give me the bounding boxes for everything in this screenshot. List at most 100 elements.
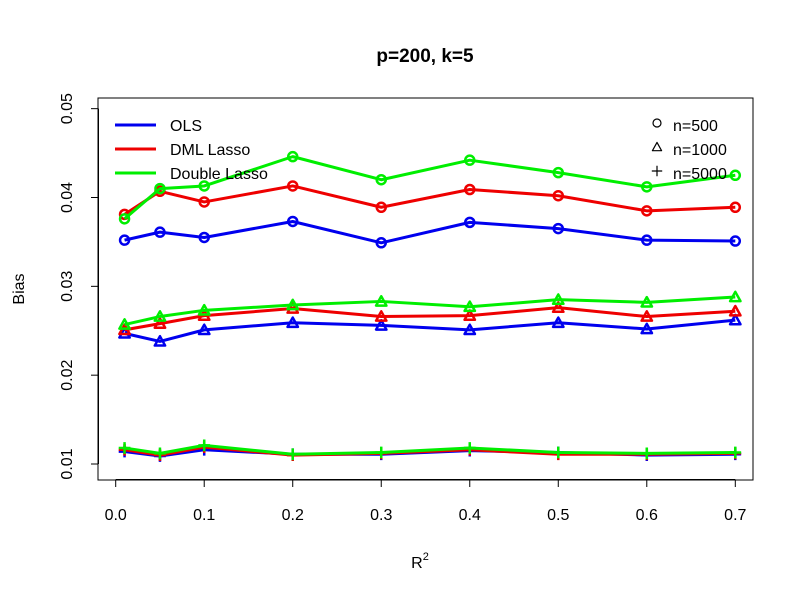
data-point: [197, 323, 211, 336]
x-tick-label: 0.1: [193, 507, 215, 524]
data-point: [286, 298, 300, 311]
x-tick-label: 0.2: [282, 507, 304, 524]
data-point: [463, 323, 477, 336]
data-point: [198, 439, 211, 452]
series-double-lasso-n5000: [118, 439, 742, 461]
data-point: [374, 318, 388, 331]
data-point: [641, 205, 653, 217]
x-axis: 0.0 0.1 0.2 0.3 0.4 0.5 0.6 0.7: [105, 479, 747, 524]
data-point: [729, 169, 742, 182]
data-point: [729, 446, 742, 459]
data-point: [198, 180, 210, 192]
data-point: [286, 215, 299, 228]
data-point: [118, 213, 131, 225]
series-line: [124, 306, 736, 332]
y-tick-label: 0.01: [59, 448, 76, 479]
data-point: [551, 316, 565, 329]
series-line: [123, 184, 736, 216]
legend-label: Double Lasso: [170, 166, 268, 183]
legend-methods: OLS DML Lasso Double Lasso: [115, 118, 268, 183]
data-point: [552, 166, 565, 179]
data-point: [154, 447, 166, 460]
data-point: [197, 303, 211, 316]
data-point: [640, 447, 653, 460]
data-point: [375, 173, 387, 186]
data-point: [464, 216, 476, 229]
y-tick-label: 0.04: [59, 182, 76, 213]
data-point: [464, 154, 476, 166]
data-point: [640, 310, 654, 322]
legend-item-n500: n=500: [652, 118, 718, 135]
y-tick-label: 0.02: [59, 360, 76, 391]
chart-title: p=200, k=5: [376, 46, 474, 67]
data-point: [641, 234, 653, 246]
data-point: [728, 313, 742, 326]
data-point: [153, 310, 167, 322]
legend-sizes: n=500 n=1000 n=5000: [651, 118, 727, 183]
legend-item-n5000: n=5000: [651, 165, 727, 183]
x-tick-label: 0.3: [370, 507, 392, 524]
legend-label: n=500: [673, 118, 718, 135]
data-point: [286, 150, 299, 163]
data-point: [286, 180, 299, 192]
data-point: [375, 446, 388, 459]
data-point: [463, 300, 477, 313]
series-ols-n500: [118, 215, 742, 249]
series-double-lasso-n500: [118, 150, 742, 225]
legend-item-n1000: n=1000: [651, 141, 727, 159]
legend-label: n=5000: [673, 166, 727, 183]
x-tick-label: 0.4: [459, 507, 481, 524]
data-point: [286, 316, 300, 329]
data-point: [374, 310, 388, 322]
legend-item-double-lasso: Double Lasso: [115, 166, 268, 183]
data-point: [640, 295, 654, 308]
x-axis-label: R2: [411, 551, 429, 572]
data-point: [728, 290, 742, 303]
data-point: [198, 196, 210, 208]
data-point: [375, 201, 387, 214]
data-point: [118, 234, 131, 246]
data-point: [198, 231, 210, 244]
data-point: [464, 183, 476, 196]
y-axis-label: Bias: [11, 273, 28, 304]
x-tick-label: 0.7: [724, 507, 746, 524]
x-tick-label: 0.5: [547, 507, 569, 524]
data-point: [728, 304, 742, 317]
data-point: [375, 237, 387, 249]
series-line: [124, 318, 736, 343]
legend-label: n=1000: [673, 142, 727, 159]
data-point: [286, 448, 299, 461]
data-point: [463, 442, 476, 454]
data-point: [153, 317, 167, 330]
data-point: [552, 222, 565, 235]
data-point: [154, 226, 166, 238]
legend-item-dml-lasso: DML Lasso: [115, 142, 250, 159]
y-tick-label: 0.05: [59, 93, 76, 124]
series-line: [124, 219, 736, 245]
legend-marker-plus-icon: [651, 165, 663, 177]
legend-item-ols: OLS: [115, 118, 202, 135]
legend-marker-triangle-icon: [651, 141, 663, 152]
series-line: [124, 295, 736, 326]
legend-label: DML Lasso: [170, 142, 250, 159]
data-point: [729, 235, 742, 247]
data-point: [551, 293, 565, 306]
data-point: [552, 446, 565, 459]
data-point: [463, 309, 477, 322]
x-tick-label: 0.6: [636, 507, 658, 524]
x-tick-label: 0.0: [105, 507, 127, 524]
data-point: [118, 442, 131, 454]
data-point: [154, 182, 166, 195]
series-line: [123, 155, 736, 220]
series-double-lasso-n1000: [118, 290, 742, 330]
y-axis: 0.01 0.02 0.03 0.04 0.05: [59, 93, 99, 480]
data-point: [118, 318, 131, 330]
y-tick-label: 0.03: [59, 271, 76, 302]
data-point: [729, 201, 742, 214]
data-point: [153, 334, 167, 347]
data-point: [641, 181, 653, 193]
legend-label: OLS: [170, 118, 202, 135]
data-point: [374, 295, 388, 307]
series-layer: [118, 150, 742, 462]
